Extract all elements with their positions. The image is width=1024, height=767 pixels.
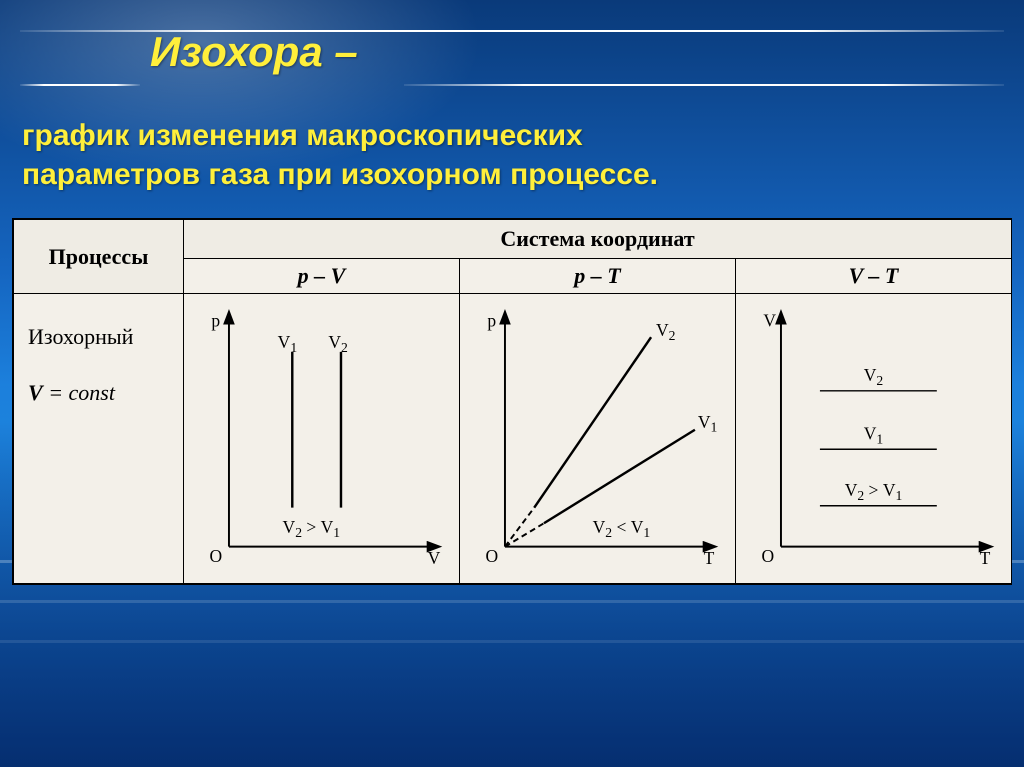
pt-dash-v1 <box>505 523 544 546</box>
title-region: Изохора – <box>0 0 1024 98</box>
pt-line-v2 <box>534 337 651 507</box>
pt-origin: O <box>485 546 498 566</box>
vt-label-v1: V1 <box>864 424 883 447</box>
header-coord-system: Система координат <box>184 220 1012 259</box>
pv-origin: O <box>209 546 222 566</box>
pt-dash-v2 <box>505 508 534 547</box>
pv-yaxis-label: p <box>211 311 220 331</box>
bg-stripe <box>0 640 1024 643</box>
slide-subtitle: график изменения макроскопических параме… <box>0 98 1024 200</box>
process-table: Процессы Система координат p – V p – T V… <box>12 218 1012 585</box>
subtitle-line2: параметров газа при изохорном процессе. <box>22 158 658 191</box>
pt-label-v2: V2 <box>656 320 676 343</box>
col-header-pv: p – V <box>184 259 460 294</box>
header-processes: Процессы <box>14 220 184 294</box>
plot-pt-cell: p T O V2 V1 V2 < V1 <box>460 294 736 584</box>
pt-annotation: V2 < V1 <box>593 517 651 540</box>
vt-label-v2: V2 <box>864 365 884 388</box>
plot-pt: p T O V2 V1 V2 < V1 <box>466 298 729 581</box>
plot-pv: p V O V1 V2 V2 > V1 <box>190 298 453 581</box>
col-header-pt: p – T <box>460 259 736 294</box>
vt-annotation: V2 > V1 <box>845 480 903 503</box>
title-rule-bottom-right <box>404 84 1004 86</box>
plot-pv-cell: p V O V1 V2 V2 > V1 <box>184 294 460 584</box>
process-condition: V = const <box>28 380 175 406</box>
process-name: Изохорный <box>28 324 175 350</box>
title-rule-bottom-left <box>20 84 140 86</box>
pt-label-v1: V1 <box>698 412 717 435</box>
pt-yaxis-label: p <box>487 311 496 331</box>
pv-annotation: V2 > V1 <box>283 517 341 540</box>
pv-xaxis-label: V <box>428 548 441 568</box>
pv-label-v1: V1 <box>278 332 297 355</box>
pt-xaxis-label: T <box>704 548 715 568</box>
col-header-vt: V – T <box>736 259 1012 294</box>
bg-stripe <box>0 600 1024 603</box>
pv-label-v2: V2 <box>328 332 348 355</box>
subtitle-line1: график изменения макроскопических <box>22 119 583 152</box>
vt-origin: O <box>761 546 774 566</box>
row-label-cell: Изохорный V = const <box>14 294 184 584</box>
vt-xaxis-label: T <box>980 548 991 568</box>
vt-yaxis-label: V <box>763 311 776 331</box>
slide-title: Изохора – <box>150 28 358 76</box>
plot-vt-cell: V T O V2 V1 V2 > V1 <box>736 294 1012 584</box>
pt-line-v1 <box>544 430 695 524</box>
plot-vt: V T O V2 V1 V2 > V1 <box>742 298 1005 581</box>
